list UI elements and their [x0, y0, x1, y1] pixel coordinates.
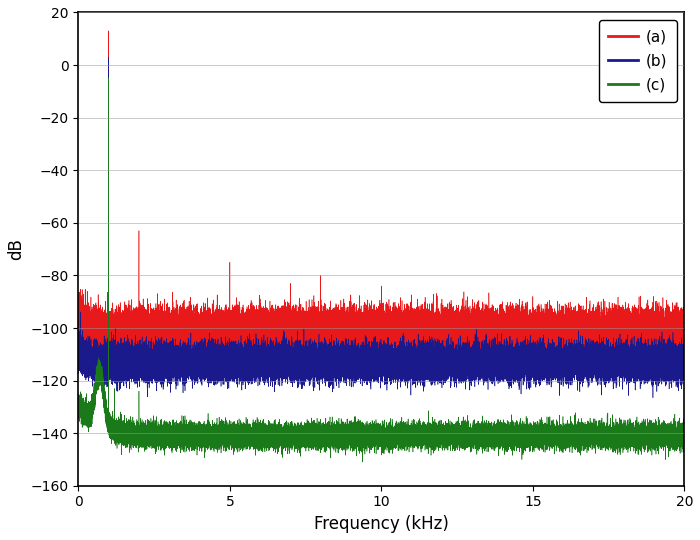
(a) [74, 295, 83, 301]
(c) [439, 433, 447, 440]
(a) [104, 28, 113, 34]
(b) [104, 54, 113, 60]
(b) [74, 347, 83, 354]
(a) [403, 316, 412, 322]
(a) [680, 309, 689, 315]
Line: (a): (a) [78, 31, 685, 374]
(b) [220, 354, 228, 361]
(c) [680, 440, 689, 447]
(c) [74, 390, 83, 397]
(a) [307, 319, 315, 325]
(b) [403, 361, 412, 367]
(c) [104, 75, 113, 82]
(a) [220, 345, 228, 352]
Line: (b): (b) [78, 57, 685, 397]
(a) [392, 371, 400, 377]
(c) [358, 459, 367, 465]
(a) [116, 342, 124, 349]
(c) [220, 434, 228, 440]
(c) [524, 434, 532, 440]
(c) [307, 431, 315, 438]
(b) [439, 373, 447, 380]
(a) [524, 322, 532, 329]
X-axis label: Frequency (kHz): Frequency (kHz) [314, 515, 449, 533]
(b) [649, 394, 657, 401]
(c) [116, 424, 124, 431]
(b) [116, 372, 124, 379]
Line: (c): (c) [78, 78, 685, 462]
(a) [439, 336, 447, 343]
(b) [307, 357, 315, 364]
(b) [680, 359, 689, 365]
Legend: (a), (b), (c): (a), (b), (c) [598, 20, 677, 102]
(c) [403, 430, 412, 436]
(b) [524, 380, 532, 387]
Y-axis label: dB: dB [7, 238, 25, 260]
